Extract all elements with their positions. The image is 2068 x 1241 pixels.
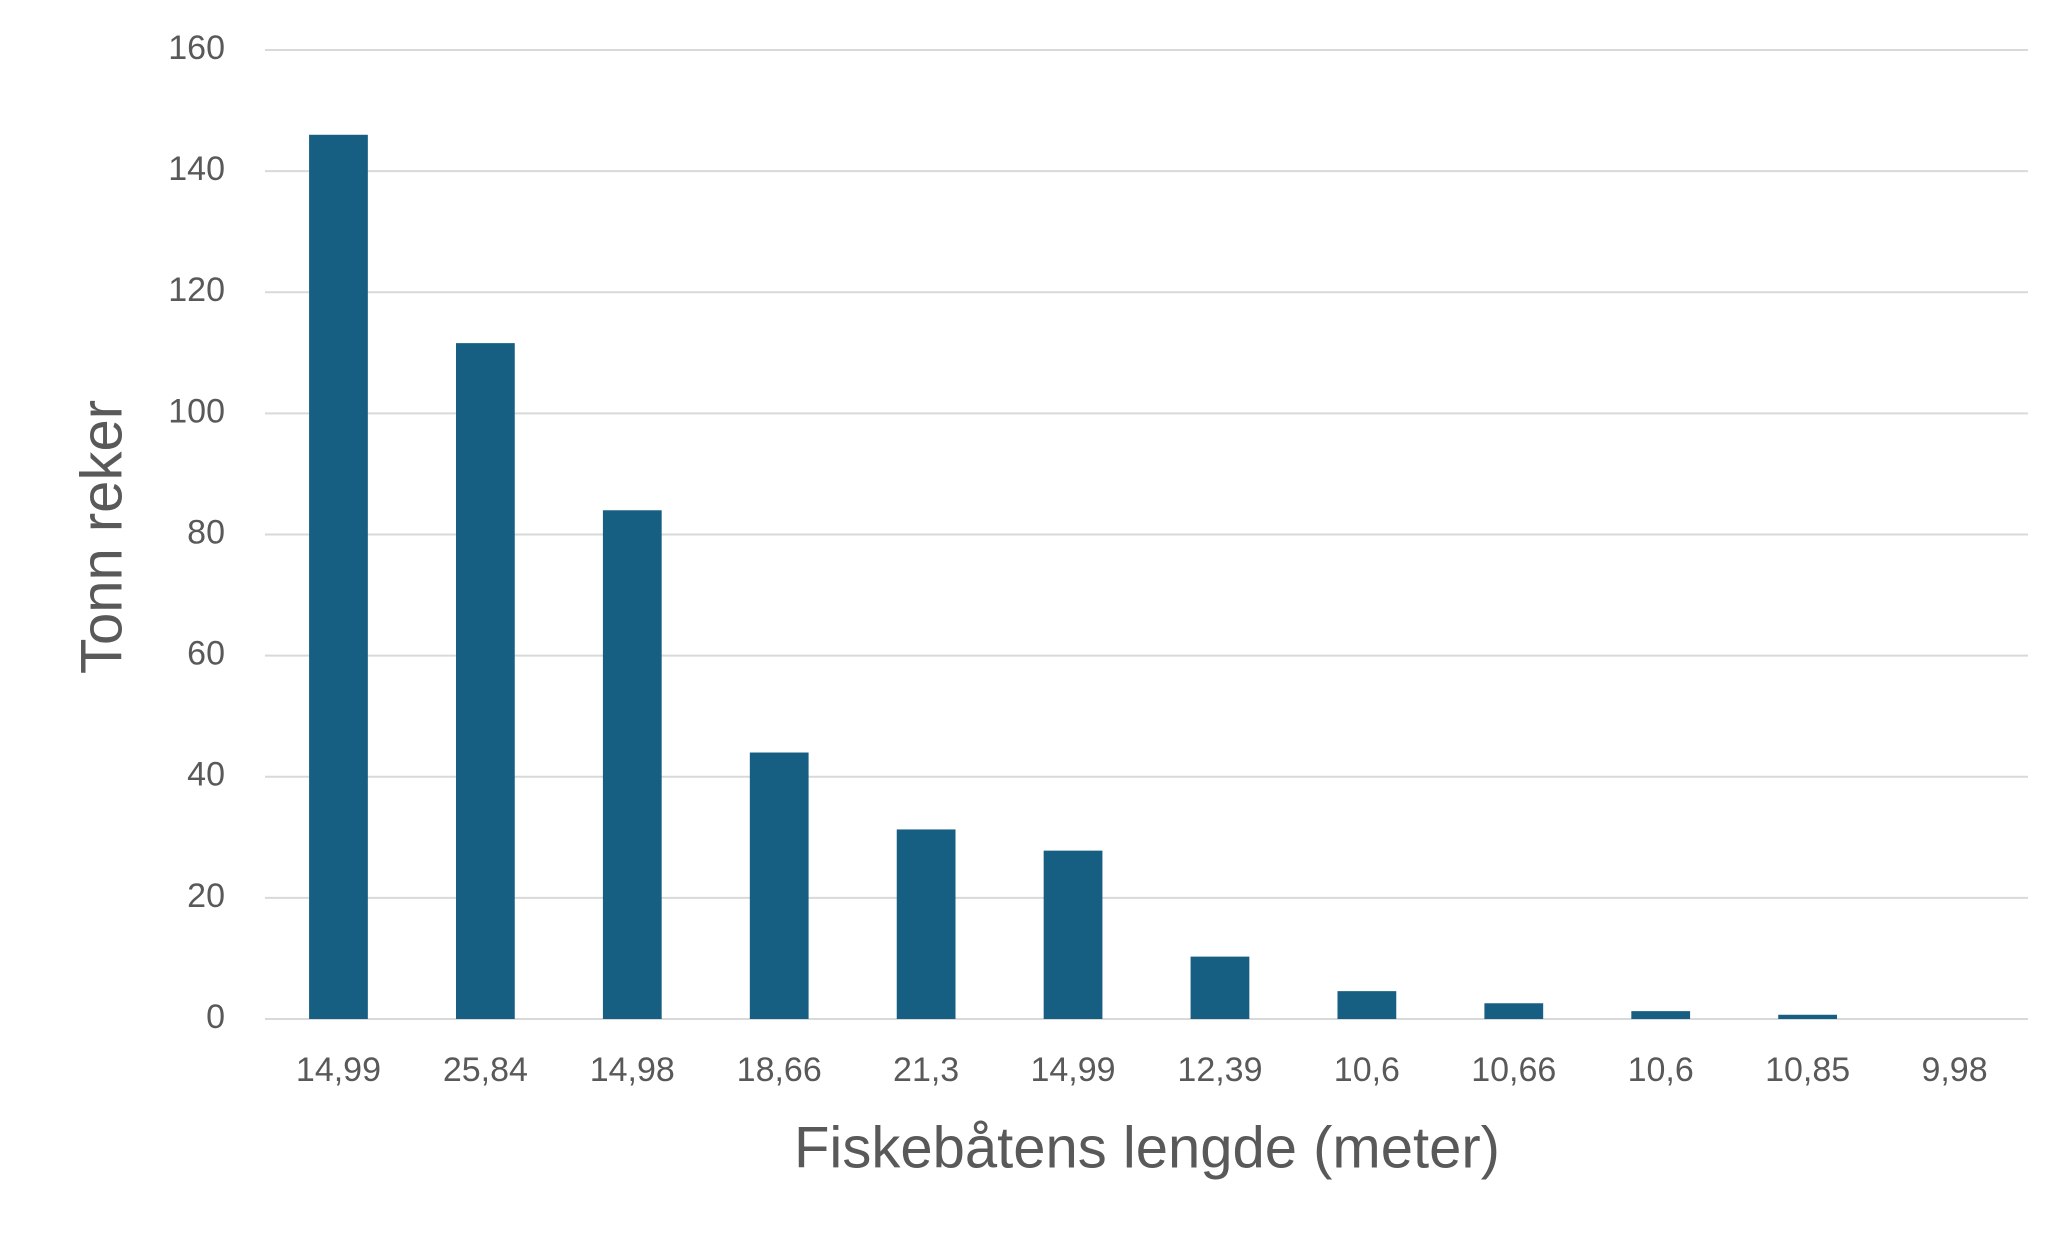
bar <box>1190 956 1250 1019</box>
y-tick-label: 0 <box>206 998 225 1036</box>
x-tick-label: 10,6 <box>1334 1051 1400 1089</box>
x-tick-label: 14,99 <box>1030 1051 1115 1089</box>
x-tick-label: 10,6 <box>1628 1051 1694 1089</box>
x-tick-label: 18,66 <box>737 1051 822 1089</box>
x-tick-label: 14,99 <box>296 1051 381 1089</box>
bar <box>1778 1014 1838 1019</box>
x-tick-label: 14,98 <box>590 1051 675 1089</box>
x-axis-title: Fiskebåtens lengde (meter) <box>794 1115 1500 1180</box>
y-tick-label: 120 <box>168 271 225 309</box>
bar <box>455 343 515 1019</box>
bar <box>896 829 956 1019</box>
y-tick-label: 140 <box>168 150 225 188</box>
x-tick-label: 10,66 <box>1471 1051 1556 1089</box>
y-tick-label: 60 <box>187 635 225 673</box>
y-tick-label: 80 <box>187 513 225 551</box>
bar <box>309 134 368 1020</box>
bar <box>1337 991 1397 1019</box>
y-tick-label: 20 <box>187 877 225 915</box>
y-tick-label: 160 <box>168 29 225 67</box>
bar <box>1484 1003 1544 1019</box>
bar <box>1631 1011 1691 1019</box>
x-tick-label: 10,85 <box>1765 1051 1850 1089</box>
bar <box>602 510 662 1019</box>
x-tick-label: 25,84 <box>443 1051 528 1089</box>
bar <box>1043 850 1103 1019</box>
y-tick-label: 100 <box>168 392 225 430</box>
x-tick-label: 12,39 <box>1177 1051 1262 1089</box>
x-tick-label: 21,3 <box>893 1051 959 1089</box>
y-axis-title: Tonn reker <box>69 400 134 674</box>
y-tick-label: 40 <box>187 756 225 794</box>
x-tick-label: 9,98 <box>1921 1051 1987 1089</box>
bar <box>749 752 809 1019</box>
